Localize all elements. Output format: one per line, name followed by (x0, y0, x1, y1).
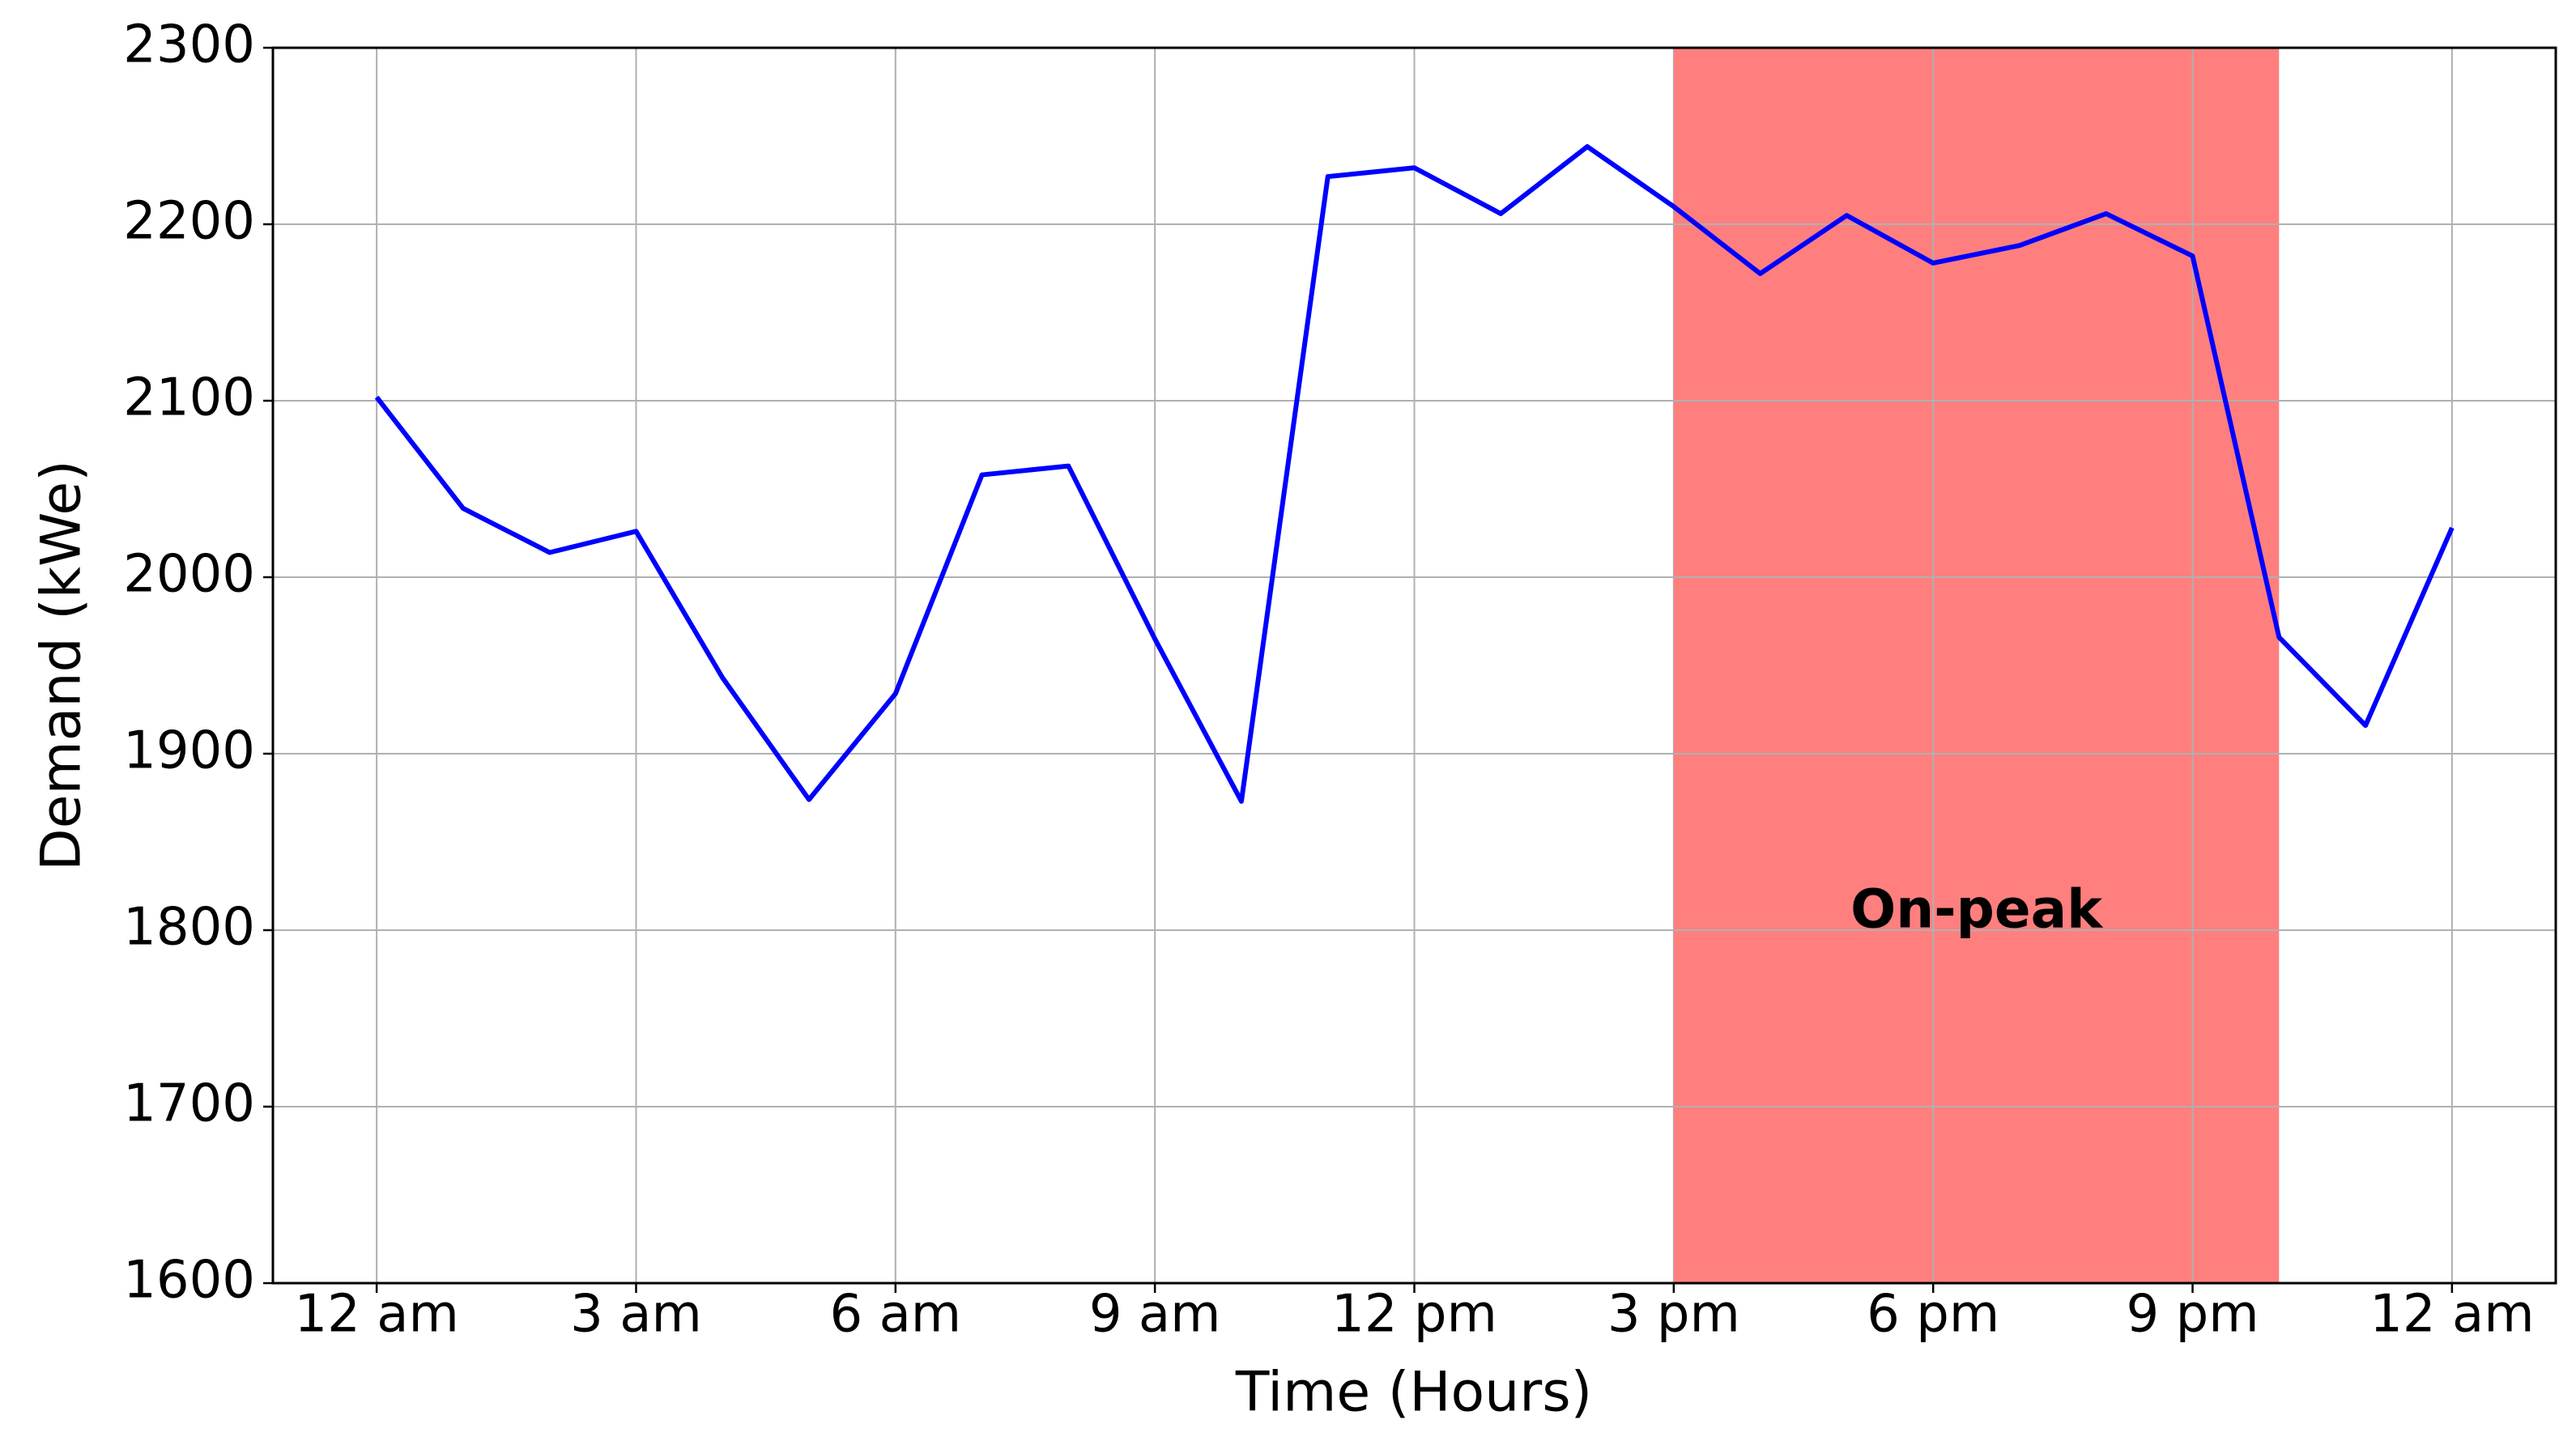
x-tick-label: 6 pm (1867, 1285, 1999, 1345)
y-axis-label: Demand (kWe) (30, 460, 94, 871)
annotation: On-peak (1850, 878, 2104, 940)
on-peak-region (1673, 48, 2280, 1283)
y-tick-label: 2000 (123, 545, 255, 605)
y-tick-label: 1800 (123, 898, 255, 958)
x-tick-label: 3 am (570, 1285, 702, 1345)
x-tick-label: 12 am (2369, 1285, 2534, 1345)
x-tick-label: 12 pm (1331, 1285, 1497, 1345)
x-tick-label: 9 pm (2127, 1285, 2259, 1345)
data-line (374, 144, 2455, 804)
y-tick-label: 1900 (123, 721, 255, 781)
y-tick-label: 2100 (123, 368, 255, 428)
y-tick-label: 1600 (123, 1251, 255, 1311)
y-tick-label: 2200 (123, 192, 255, 252)
x-tick-label: 6 am (830, 1285, 962, 1345)
plot-frame (271, 46, 2557, 1285)
x-tick-label: 3 pm (1607, 1285, 1740, 1345)
x-axis-label: Time (Hours) (1235, 1361, 1592, 1425)
y-tick-label: 1700 (123, 1074, 255, 1134)
y-tick-label: 2300 (123, 15, 255, 75)
x-tick-label: 9 am (1089, 1285, 1221, 1345)
x-tick-label: 12 am (294, 1285, 458, 1345)
